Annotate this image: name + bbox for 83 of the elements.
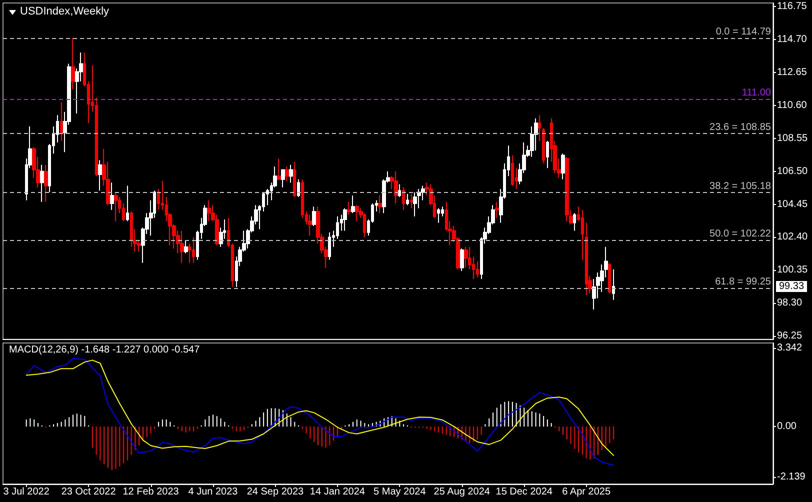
chart-title: MACD(12,26,9) -1.648 -1.227 0.000 -0.547 xyxy=(9,344,200,356)
candlestick xyxy=(312,206,316,226)
y-tick-label: 96.25 xyxy=(777,330,802,342)
candlestick xyxy=(114,192,118,222)
candlestick xyxy=(180,230,184,264)
annotation: 99.33 xyxy=(779,281,804,292)
candlestick xyxy=(402,186,405,210)
y-tick-label: 116.75 xyxy=(777,1,808,12)
x-tick-label: 23 Oct 2022 xyxy=(61,486,116,498)
candlestick xyxy=(394,170,398,204)
candlestick xyxy=(495,201,499,218)
ref-line-label: 61.8 = 99.25 xyxy=(715,276,772,288)
candlestick xyxy=(585,222,588,296)
y-tick-label: 110.60 xyxy=(777,100,808,111)
candlestick xyxy=(538,114,541,142)
candlestick xyxy=(308,214,312,236)
y-tick-label: 104.45 xyxy=(777,198,808,210)
y-tick-label: 0.00 xyxy=(777,421,797,432)
candlestick xyxy=(612,268,615,300)
candlestick xyxy=(573,212,576,232)
candlestick xyxy=(184,240,188,254)
candlestick xyxy=(363,212,366,238)
candlestick xyxy=(561,153,565,180)
candlestick xyxy=(437,208,440,224)
ref-line-label: 0.0 = 114.79 xyxy=(716,26,772,38)
candlestick xyxy=(347,201,351,216)
candlestick xyxy=(130,211,133,248)
candlestick xyxy=(343,208,347,232)
candlestick xyxy=(351,194,355,214)
candlestick xyxy=(126,185,129,222)
candlestick xyxy=(285,166,289,182)
candlestick xyxy=(413,192,417,217)
ref-line-label: 23.6 = 108.85 xyxy=(710,122,772,134)
candlestick xyxy=(281,169,285,188)
candlestick xyxy=(410,193,413,209)
candlestick xyxy=(511,154,514,186)
candlestick xyxy=(207,200,211,222)
candlestick xyxy=(464,246,468,268)
candlestick xyxy=(192,236,195,264)
x-tick-label: 12 Feb 2023 xyxy=(122,486,180,498)
y-tick-label: 100.35 xyxy=(777,264,808,276)
candlestick xyxy=(565,156,569,222)
candlestick xyxy=(460,248,464,272)
chart-title: USDIndex,Weekly xyxy=(20,6,110,18)
y-tick-label: 98.30 xyxy=(777,298,802,309)
x-tick-label: 4 Jun 2023 xyxy=(188,486,238,498)
x-tick-label: 24 Sep 2023 xyxy=(246,486,304,498)
y-tick-label: 3.342 xyxy=(777,342,802,354)
candlestick xyxy=(581,209,584,260)
ref-line-label: 50.0 = 102.22 xyxy=(710,228,772,240)
candlestick xyxy=(60,102,63,142)
candlestick xyxy=(40,164,44,202)
y-tick-label: -2.139 xyxy=(777,471,806,482)
candlestick xyxy=(293,161,296,198)
candlestick xyxy=(297,178,300,198)
candlestick xyxy=(98,160,102,192)
x-tick-label: 14 Jan 2024 xyxy=(310,486,366,498)
ref-line-label: 38.2 = 105.18 xyxy=(710,181,772,192)
candlestick xyxy=(44,164,48,202)
x-tick-label: 6 Apr 2025 xyxy=(562,486,611,498)
x-tick-label: 5 May 2024 xyxy=(374,486,426,498)
candlestick xyxy=(328,232,331,260)
x-tick-label: 25 Aug 2024 xyxy=(434,486,490,498)
candlestick xyxy=(476,260,479,278)
y-tick-label: 112.65 xyxy=(777,67,808,78)
x-tick-label: 3 Jul 2022 xyxy=(3,486,50,498)
candlestick xyxy=(406,193,409,206)
y-tick-label: 102.40 xyxy=(777,232,808,243)
y-tick-label: 114.70 xyxy=(777,34,808,46)
candlestick xyxy=(608,262,611,294)
candlestick xyxy=(110,182,114,210)
candlestick xyxy=(71,38,75,90)
candlestick xyxy=(378,194,382,214)
y-tick-label: 106.50 xyxy=(777,166,808,177)
candlestick xyxy=(277,158,281,180)
candlestick xyxy=(542,127,545,164)
ref-line-label: 111.00 xyxy=(742,88,772,99)
y-tick-label: 108.55 xyxy=(777,132,808,144)
candlestick xyxy=(546,140,549,169)
candlestick xyxy=(355,204,359,222)
x-tick-label: 15 Dec 2024 xyxy=(496,486,553,498)
candlestick xyxy=(289,164,293,184)
candlestick xyxy=(398,184,401,198)
